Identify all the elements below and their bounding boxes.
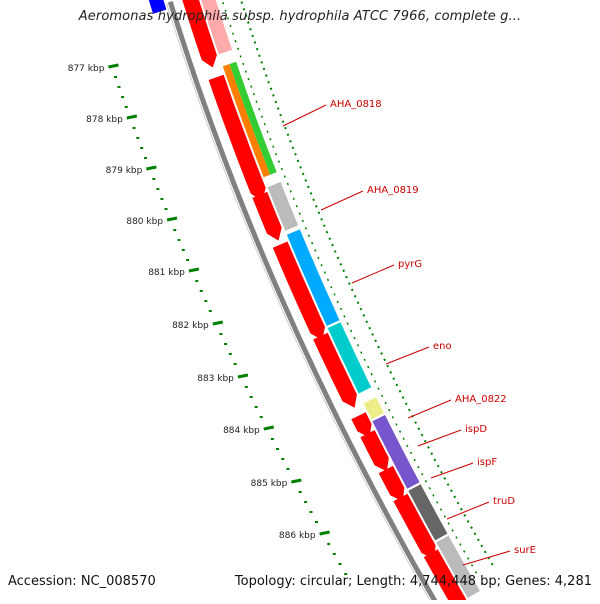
gene-label-leader <box>320 190 364 211</box>
cds-arrow <box>182 0 217 68</box>
cds-arrow <box>272 241 325 341</box>
scale-tick <box>188 267 200 273</box>
scale-tick-label: 881 kbp <box>148 268 185 278</box>
gene-label: ispD <box>465 424 487 435</box>
scale-tick <box>237 373 249 379</box>
scale-tick <box>146 165 157 171</box>
cds-arrow <box>208 74 266 201</box>
scale-tick <box>166 216 178 222</box>
gene-label-leader <box>430 462 474 479</box>
scale-tick-label: 878 kbp <box>86 115 123 125</box>
lane-orange <box>222 64 271 178</box>
scale-tick-label: 884 kbp <box>223 426 260 436</box>
cds-arrow <box>378 465 405 502</box>
scale-tick <box>126 114 138 120</box>
lane-pale-yellow <box>363 397 384 420</box>
gene-label-leader <box>417 429 462 447</box>
map-title: Aeromonas hydrophila subsp. hydrophila A… <box>78 9 522 24</box>
lane-dark-grey <box>408 484 448 541</box>
gene-label: AHA_0818 <box>330 99 382 110</box>
gene-label: surE <box>514 545 536 556</box>
gene-label-leader <box>385 346 430 365</box>
lane-cyan <box>327 322 372 394</box>
gene-label: AHA_0819 <box>367 185 419 196</box>
cds-arrow <box>351 412 372 438</box>
gene-label-leader <box>351 264 395 284</box>
gene-labels: AHA_0818 AHA_0819 pyrG eno AHA_0822 ispD ispF t… <box>282 99 536 566</box>
feature-blue <box>148 0 167 14</box>
cds-arrow <box>393 493 436 560</box>
scale-ticks: 877 kbp 878 kbp 879 kbp 880 kbp 881 kbp 882 k… <box>68 63 348 575</box>
gene-features <box>148 0 480 604</box>
lane-purple <box>372 415 420 489</box>
scale-tick-label: 879 kbp <box>106 166 143 176</box>
scale-tick-label: 882 kbp <box>172 321 209 331</box>
accession-text: Accession: NC_008570 <box>8 574 156 589</box>
gene-label-leader <box>407 399 452 419</box>
gene-label: ispF <box>477 457 497 468</box>
gene-label-leader <box>462 550 511 566</box>
gene-label: pyrG <box>398 259 422 270</box>
cds-arrow <box>360 430 389 472</box>
gene-label: AHA_0822 <box>455 394 507 405</box>
scale-tick-label: 880 kbp <box>126 217 163 227</box>
gene-label: eno <box>433 341 452 352</box>
inner-ruler <box>221 0 481 579</box>
topology-summary: Topology: circular; Length: 4,744,448 bp… <box>234 574 592 589</box>
scale-tick-label: 886 kbp <box>279 531 316 541</box>
scale-tick <box>291 478 302 484</box>
backbone-edge <box>165 2 433 604</box>
backbone-line <box>167 1 439 604</box>
cds-arrow <box>313 332 357 408</box>
lane-grey <box>267 182 299 231</box>
gene-label-leader <box>282 104 327 127</box>
backbone <box>165 0 496 604</box>
cds-lane-faint <box>201 0 233 55</box>
lane-grey-2 <box>436 535 480 598</box>
lane-sky-blue <box>286 229 340 326</box>
scale-tick-label: 885 kbp <box>251 479 288 489</box>
scale-tick <box>263 425 275 431</box>
scale-tick-label: 883 kbp <box>197 374 234 384</box>
lane-green <box>229 61 277 175</box>
scale-tick <box>212 320 224 326</box>
gene-label-leader <box>446 501 490 520</box>
cds-arrow <box>423 549 466 604</box>
scale-tick <box>108 63 119 69</box>
gene-label: truD <box>493 496 515 507</box>
scale-tick-label: 877 kbp <box>68 64 105 74</box>
scale-tick <box>319 530 330 536</box>
cds-arrow <box>252 191 282 241</box>
